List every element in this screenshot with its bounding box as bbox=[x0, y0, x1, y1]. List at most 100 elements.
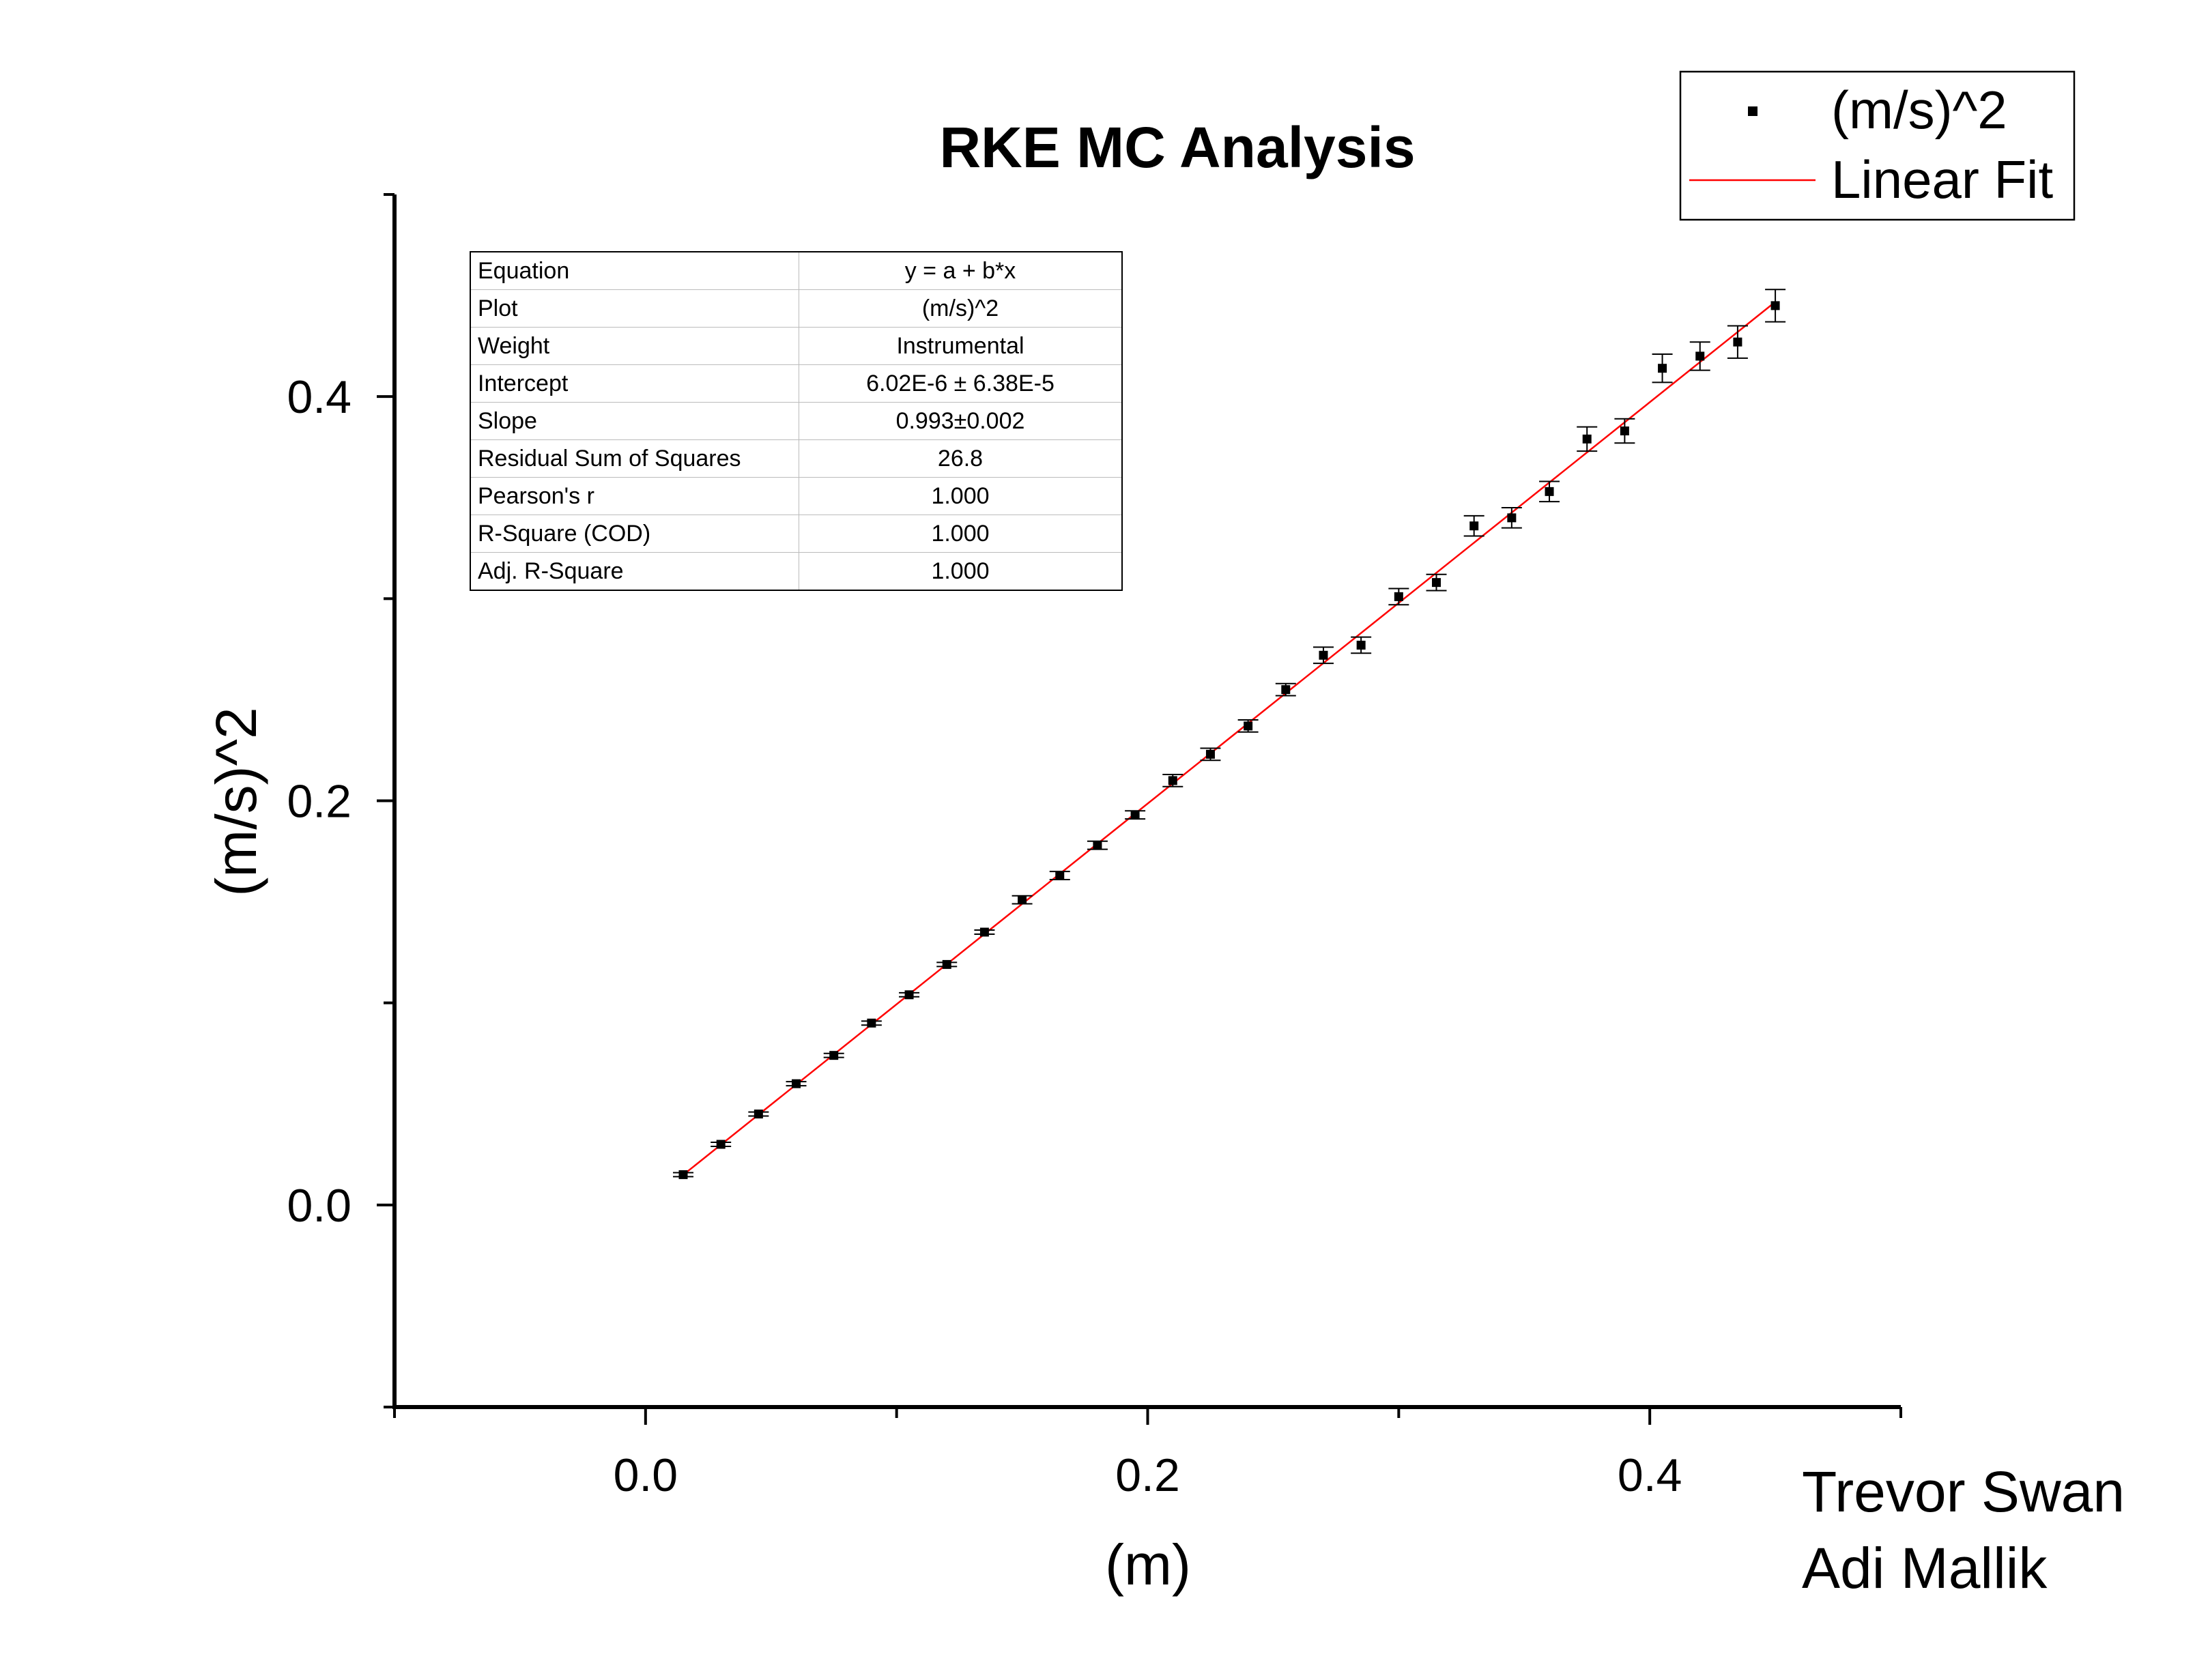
data-marker bbox=[1093, 841, 1102, 850]
data-point bbox=[748, 1110, 769, 1119]
data-marker bbox=[1770, 301, 1780, 310]
data-marker bbox=[942, 959, 951, 969]
fit-table-value: 6.02E-6 ± 6.38E-5 bbox=[799, 364, 1123, 403]
data-point bbox=[1727, 325, 1748, 359]
fit-table-key: Slope bbox=[470, 402, 799, 440]
linear-fit-layer bbox=[683, 301, 1776, 1176]
data-marker bbox=[979, 927, 989, 937]
data-point bbox=[1577, 426, 1598, 452]
author-1: Trevor Swan bbox=[1802, 1460, 2125, 1524]
fit-table-value: y = a + b*x bbox=[799, 251, 1123, 290]
fit-table-row: R-Square (COD) 1.000 bbox=[470, 515, 1123, 553]
fit-table-row: Equation y = a + b*x bbox=[470, 251, 1123, 290]
fit-table-row: Plot (m/s)^2 bbox=[470, 289, 1123, 328]
fit-table-value: 26.8 bbox=[799, 439, 1123, 478]
data-marker bbox=[1658, 364, 1667, 373]
data-marker bbox=[904, 990, 914, 1000]
data-marker bbox=[678, 1170, 688, 1179]
fit-table-row: Intercept 6.02E-6 ± 6.38E-5 bbox=[470, 364, 1123, 403]
data-marker bbox=[1695, 351, 1705, 361]
chart-title: RKE MC Analysis bbox=[939, 115, 1415, 179]
fit-table-value: 1.000 bbox=[799, 515, 1123, 553]
fit-table-value: (m/s)^2 bbox=[799, 289, 1123, 328]
fit-table-row: Pearson's r 1.000 bbox=[470, 477, 1123, 515]
data-marker bbox=[1244, 721, 1253, 731]
data-point bbox=[786, 1079, 807, 1088]
data-marker bbox=[1582, 434, 1592, 444]
fit-results-table: Equation y = a + b*x Plot (m/s)^2 Weight Inst… bbox=[470, 251, 1123, 591]
fit-table-row: Residual Sum of Squares 26.8 bbox=[470, 439, 1123, 478]
fit-table-key: Pearson's r bbox=[470, 477, 799, 515]
y-tick-label: 0.4 bbox=[287, 371, 352, 423]
data-marker bbox=[716, 1140, 726, 1149]
data-point bbox=[1689, 341, 1710, 371]
fit-table-value: Instrumental bbox=[799, 327, 1123, 365]
data-marker bbox=[1205, 749, 1215, 759]
data-point bbox=[1125, 810, 1146, 820]
fit-table-key: R-Square (COD) bbox=[470, 515, 799, 553]
data-point bbox=[1463, 515, 1484, 537]
fit-table-key: Equation bbox=[470, 251, 799, 290]
data-point bbox=[1501, 507, 1522, 529]
data-marker bbox=[829, 1051, 839, 1060]
data-marker bbox=[1545, 487, 1554, 496]
data-point bbox=[936, 959, 958, 969]
data-marker bbox=[1168, 776, 1177, 785]
y-axis-label: (m/s)^2 bbox=[204, 707, 268, 896]
data-marker bbox=[1055, 871, 1065, 880]
data-point bbox=[1049, 871, 1070, 881]
data-marker bbox=[1469, 521, 1479, 531]
data-point bbox=[1351, 636, 1372, 654]
legend-marker-points bbox=[1748, 106, 1758, 116]
data-point bbox=[899, 990, 920, 1000]
data-point bbox=[1087, 840, 1108, 850]
legend-label-fit: Linear Fit bbox=[1831, 149, 2053, 209]
x-axis: 0.0 0.2 0.4 bbox=[392, 1405, 1902, 1501]
y-tick-label: 0.0 bbox=[287, 1180, 352, 1232]
data-point bbox=[1388, 588, 1409, 606]
data-point bbox=[1312, 646, 1334, 665]
x-tick-label: 0.0 bbox=[614, 1449, 678, 1501]
data-point bbox=[711, 1140, 732, 1149]
fit-table-key: Intercept bbox=[470, 364, 799, 403]
data-point bbox=[1614, 418, 1635, 444]
data-point bbox=[1012, 895, 1033, 905]
data-marker bbox=[1281, 685, 1291, 695]
fit-table-row: Weight Instrumental bbox=[470, 327, 1123, 365]
data-point bbox=[1237, 719, 1259, 733]
data-marker bbox=[1394, 592, 1403, 601]
fit-table-key: Residual Sum of Squares bbox=[470, 439, 799, 478]
data-marker bbox=[1507, 513, 1517, 523]
x-tick-label: 0.2 bbox=[1115, 1449, 1180, 1501]
data-point bbox=[1539, 480, 1560, 503]
data-marker bbox=[1018, 895, 1027, 905]
data-point bbox=[1200, 747, 1221, 762]
data-marker bbox=[867, 1018, 876, 1028]
data-marker bbox=[792, 1079, 801, 1088]
fit-table-value: 1.000 bbox=[799, 477, 1123, 515]
legend: (m/s)^2 Linear Fit bbox=[1679, 70, 2076, 221]
linear-fit-line bbox=[683, 301, 1776, 1176]
legend-box bbox=[1679, 70, 2076, 221]
data-point bbox=[1652, 353, 1673, 383]
data-marker bbox=[1356, 640, 1366, 650]
data-marker bbox=[1620, 426, 1629, 436]
data-point bbox=[1426, 573, 1447, 592]
data-points-layer bbox=[673, 289, 1786, 1179]
author-2: Adi Mallik bbox=[1802, 1536, 2048, 1600]
data-marker bbox=[754, 1110, 763, 1119]
data-point bbox=[823, 1051, 844, 1060]
data-point bbox=[974, 927, 995, 937]
data-point bbox=[861, 1018, 882, 1028]
y-tick-label: 0.2 bbox=[287, 776, 352, 828]
fit-table-key: Adj. R-Square bbox=[470, 552, 799, 591]
data-point bbox=[1275, 682, 1296, 697]
fit-table-key: Plot bbox=[470, 289, 799, 328]
data-point bbox=[673, 1170, 694, 1179]
legend-label-points: (m/s)^2 bbox=[1831, 80, 2007, 140]
data-marker bbox=[1130, 810, 1140, 820]
data-point bbox=[1162, 773, 1183, 787]
x-axis-label: (m) bbox=[1105, 1533, 1191, 1597]
fit-table-row: Adj. R-Square 1.000 bbox=[470, 552, 1123, 591]
